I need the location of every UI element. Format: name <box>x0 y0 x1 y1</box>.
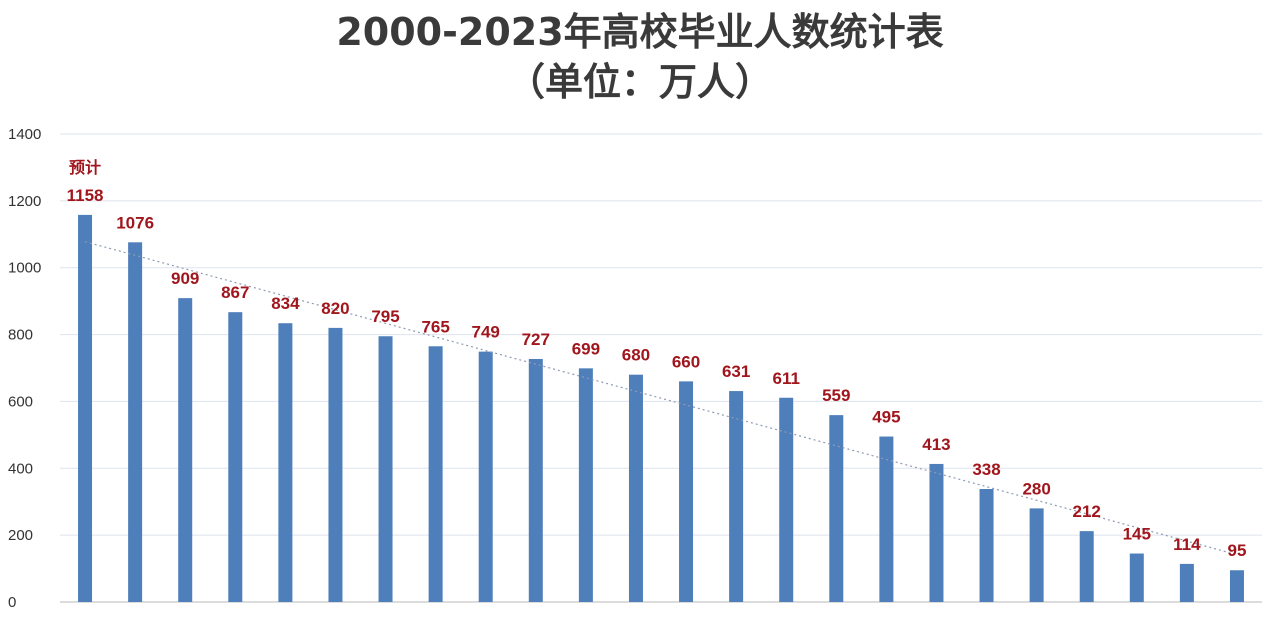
bar <box>378 336 393 602</box>
chart-subtitle: （单位：万人） <box>506 60 773 104</box>
bar <box>1029 508 1044 602</box>
data-label: 749 <box>472 323 500 342</box>
data-label: 699 <box>572 339 600 358</box>
data-label: 413 <box>922 435 950 454</box>
y-tick-label: 1000 <box>8 260 41 277</box>
y-tick-label: 200 <box>8 527 33 544</box>
data-label: 145 <box>1123 525 1151 544</box>
data-label: 95 <box>1227 541 1246 560</box>
bar <box>528 358 543 602</box>
forecast-note: 预计 <box>69 158 101 177</box>
data-label: 765 <box>421 317 449 336</box>
data-label: 338 <box>972 460 1000 479</box>
bar <box>128 242 143 602</box>
data-label: 212 <box>1073 502 1101 521</box>
data-label: 795 <box>371 307 399 326</box>
data-label: 495 <box>872 408 900 427</box>
bar <box>979 489 994 602</box>
bar <box>1129 553 1144 602</box>
bar <box>779 397 794 602</box>
data-label: 867 <box>221 283 249 302</box>
y-tick-label: 1400 <box>8 126 41 143</box>
bar <box>829 415 844 602</box>
bar <box>278 323 293 602</box>
data-label: 834 <box>271 294 300 313</box>
data-label: 114 <box>1173 535 1201 554</box>
data-label: 820 <box>321 299 349 318</box>
bar <box>879 436 894 602</box>
data-label: 559 <box>822 386 850 405</box>
data-label: 611 <box>772 369 799 388</box>
chart-title: 2000-2023年高校毕业人数统计表 <box>336 10 944 54</box>
data-label: 727 <box>522 330 550 349</box>
bar <box>1179 563 1194 602</box>
y-tick-label: 400 <box>8 460 33 477</box>
y-tick-label: 0 <box>8 594 16 611</box>
data-label: 280 <box>1022 479 1050 498</box>
bar <box>478 351 493 602</box>
data-label: 1158 <box>67 186 104 205</box>
y-tick-label: 600 <box>8 393 33 410</box>
y-tick-label: 800 <box>8 327 33 344</box>
bar <box>328 327 343 602</box>
bar <box>178 298 193 602</box>
data-label: 660 <box>672 352 700 371</box>
trendline <box>84 241 1238 556</box>
y-tick-label: 1200 <box>8 193 41 210</box>
bar <box>428 346 443 602</box>
bar <box>729 391 744 602</box>
bar <box>78 214 93 602</box>
bar <box>929 463 944 602</box>
bar <box>578 368 593 602</box>
bar <box>1229 570 1244 602</box>
data-label: 1076 <box>116 213 154 232</box>
data-label: 909 <box>171 269 199 288</box>
bar <box>228 312 243 602</box>
data-label: 680 <box>622 346 650 365</box>
bar <box>679 381 694 602</box>
bar <box>628 374 643 602</box>
bar <box>1079 531 1094 602</box>
data-label: 631 <box>722 362 750 381</box>
